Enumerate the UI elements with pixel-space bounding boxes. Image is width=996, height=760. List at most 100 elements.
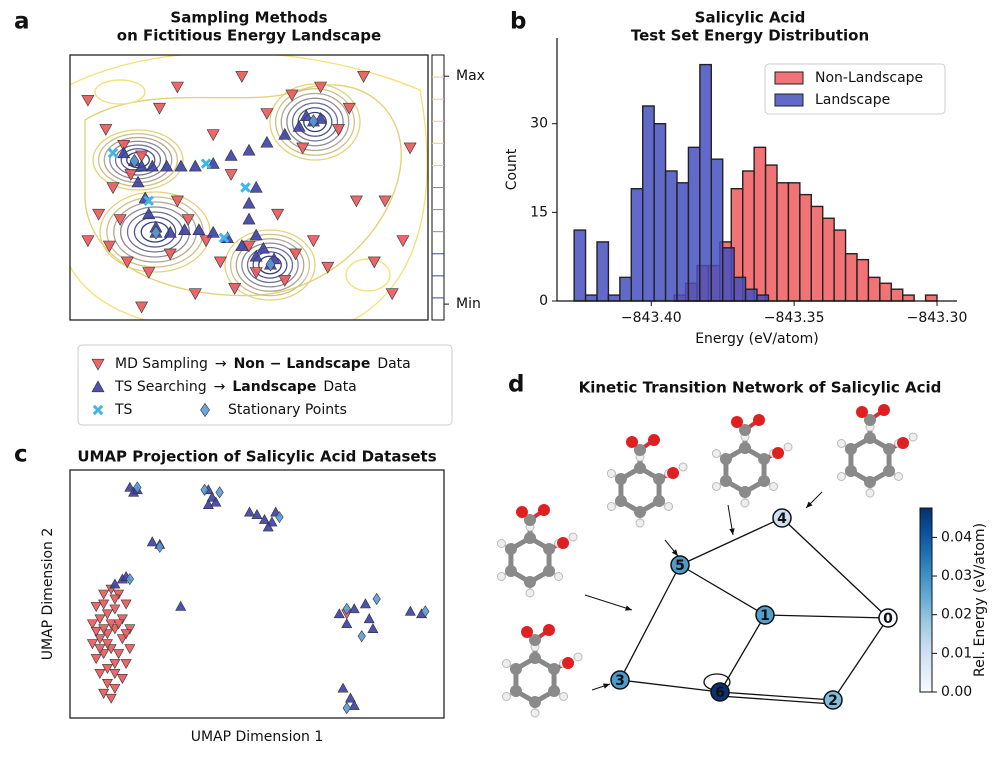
marker [278,275,292,287]
edge [781,517,889,619]
pointer-head [625,605,632,611]
marker [125,573,134,586]
marker [260,135,274,148]
marker [152,102,167,115]
marker [378,195,392,208]
legend-name: MD Sampling [115,356,208,372]
node-label: 3 [615,673,625,689]
marker [192,223,206,235]
atom-c [529,652,541,664]
y-tick-label: 15 [530,204,548,220]
atom-h [568,532,578,542]
atom-o [753,414,765,426]
marker [117,146,131,159]
histogram-bar [607,294,621,302]
marker [160,159,174,172]
atom-o [543,624,555,636]
marker [333,608,345,619]
marker [113,649,125,660]
atom-h [525,588,535,598]
marker [258,513,270,524]
x-axis-label: Energy (eV/atom) [695,331,819,347]
marker [285,89,299,102]
atom-o [516,506,528,518]
contour [114,144,162,176]
atom-h [573,652,583,662]
histogram-bar [687,146,701,302]
marker [109,669,121,679]
legend-box [764,63,946,115]
node-label: 0 [883,611,893,627]
colorbar-tick-label: 0.01 [941,645,972,661]
histogram-bar [699,63,712,302]
marker [181,214,195,226]
marker [175,600,187,611]
edge [719,614,766,693]
marker [349,195,363,208]
legend-swatch [774,71,804,85]
atom-h [836,472,846,481]
contour [224,229,316,301]
histogram-bar [776,182,790,302]
edge [679,517,783,566]
atom-o [562,657,575,669]
node [610,670,630,690]
atom-c [864,476,876,488]
legend-text: Data [323,379,356,395]
histogram-bar [822,217,835,302]
legend-marker [92,404,104,416]
atom-c [614,473,627,485]
atom-c [634,506,646,518]
legend-label: TS Searching → Landscape Data [114,379,357,395]
marker [342,102,356,115]
marker [105,619,117,630]
contour [286,97,344,147]
pointer-arrow [584,594,633,611]
node-label: 2 [828,693,838,709]
atom-h [606,502,616,511]
marker [367,623,379,634]
histogram-bar [844,253,858,302]
pointer-head [729,528,735,535]
atom-c [509,663,522,675]
marker [113,589,125,600]
colorbar-tick-label: Min [456,296,481,312]
edge [619,564,681,681]
x-tick-label: −843.40 [621,310,682,326]
colorbar-tick-label: 0.02 [941,607,972,623]
atom-c [883,465,896,477]
atom-c [719,475,732,487]
atom-o [557,537,570,549]
marker [86,639,98,650]
panel-label: c [14,442,28,468]
molecule-icon [711,414,793,508]
contour [94,79,146,105]
atom-c [634,444,646,456]
chart-title: Kinetic Transition Network of Salicylic … [579,379,942,397]
legend-swatch [774,93,804,107]
legend-label: Landscape [815,92,890,108]
edge [832,617,889,701]
chart-title: Sampling Methods [170,9,327,27]
marker [224,169,238,181]
marker [421,605,430,618]
histogram-bar [596,241,610,302]
atom-c [844,465,857,477]
marker [131,175,145,188]
marker [117,140,131,152]
y-axis-label: UMAP Dimension 2 [40,528,56,661]
atom-c [543,543,556,555]
marker [224,149,238,161]
y-axis-label: Count [504,148,520,190]
histogram-bar [810,205,824,302]
marker [86,619,98,630]
marker [101,664,113,675]
marker [321,261,335,274]
molecule-icon [496,504,578,598]
atom-h [711,482,721,491]
molecule-icon [606,434,688,528]
marker [142,207,156,220]
marker [120,629,132,640]
